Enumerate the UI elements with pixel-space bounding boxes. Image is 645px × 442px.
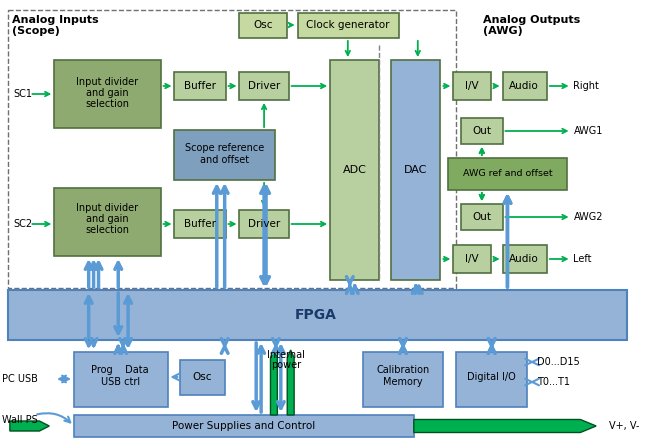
Text: T0...T1: T0...T1 bbox=[537, 377, 570, 387]
Bar bbox=[54, 60, 161, 128]
Bar bbox=[239, 13, 287, 38]
Text: Buffer: Buffer bbox=[184, 219, 216, 229]
Text: Analog Outputs: Analog Outputs bbox=[483, 15, 580, 25]
Text: Out: Out bbox=[472, 126, 491, 136]
FancyArrowPatch shape bbox=[37, 413, 70, 423]
Text: Power Supplies and Control: Power Supplies and Control bbox=[172, 421, 315, 431]
Text: SC1: SC1 bbox=[14, 89, 33, 99]
Text: Wall PS: Wall PS bbox=[2, 415, 37, 425]
Text: Calibration: Calibration bbox=[377, 365, 430, 375]
Text: Analog Inputs: Analog Inputs bbox=[12, 15, 99, 25]
Text: and gain: and gain bbox=[86, 88, 129, 98]
Text: Input divider: Input divider bbox=[76, 77, 139, 87]
Bar bbox=[330, 60, 379, 280]
Bar bbox=[456, 352, 527, 407]
Bar bbox=[453, 245, 491, 273]
Bar bbox=[174, 72, 226, 100]
Bar bbox=[391, 60, 441, 280]
Text: PC USB: PC USB bbox=[2, 374, 38, 384]
Text: Digital I/O: Digital I/O bbox=[468, 372, 516, 382]
Text: selection: selection bbox=[85, 225, 130, 235]
Text: V+, V-: V+, V- bbox=[609, 421, 639, 431]
Text: I/V: I/V bbox=[465, 254, 479, 264]
Text: FPGA: FPGA bbox=[294, 308, 336, 322]
Text: AWG2: AWG2 bbox=[573, 212, 603, 222]
Text: Prog    Data: Prog Data bbox=[92, 365, 149, 375]
Bar bbox=[174, 210, 226, 238]
Text: Driver: Driver bbox=[248, 81, 280, 91]
Text: ADC: ADC bbox=[342, 165, 366, 175]
Bar bbox=[502, 72, 547, 100]
Text: AWG ref and offset: AWG ref and offset bbox=[462, 169, 552, 179]
Text: power: power bbox=[271, 360, 301, 370]
Text: DAC: DAC bbox=[404, 165, 428, 175]
Text: Memory: Memory bbox=[383, 377, 423, 387]
FancyArrow shape bbox=[270, 350, 277, 415]
Text: selection: selection bbox=[85, 99, 130, 109]
Text: (AWG): (AWG) bbox=[483, 26, 522, 36]
Bar bbox=[239, 72, 289, 100]
FancyArrow shape bbox=[287, 350, 294, 415]
Bar bbox=[74, 352, 168, 407]
Text: USB ctrl: USB ctrl bbox=[101, 377, 140, 387]
Text: Clock generator: Clock generator bbox=[306, 20, 390, 30]
Bar bbox=[54, 188, 161, 256]
Text: and offset: and offset bbox=[200, 155, 249, 165]
Text: Audio: Audio bbox=[510, 254, 539, 264]
Text: Scope reference: Scope reference bbox=[185, 143, 264, 153]
Text: Osc: Osc bbox=[253, 20, 273, 30]
Text: Osc: Osc bbox=[192, 372, 212, 382]
Text: and gain: and gain bbox=[86, 214, 129, 224]
Text: Input divider: Input divider bbox=[76, 203, 139, 213]
Bar bbox=[448, 158, 566, 190]
Bar bbox=[74, 415, 414, 437]
Bar bbox=[502, 245, 547, 273]
Text: Out: Out bbox=[472, 212, 491, 222]
Bar bbox=[297, 13, 399, 38]
FancyArrow shape bbox=[10, 421, 49, 431]
Bar bbox=[8, 10, 456, 288]
Text: Driver: Driver bbox=[248, 219, 280, 229]
Bar bbox=[453, 72, 491, 100]
FancyArrow shape bbox=[414, 419, 596, 433]
Text: AWG1: AWG1 bbox=[573, 126, 603, 136]
Text: Buffer: Buffer bbox=[184, 81, 216, 91]
Text: SC2: SC2 bbox=[14, 219, 33, 229]
Text: (Scope): (Scope) bbox=[12, 26, 60, 36]
Text: D0...D15: D0...D15 bbox=[537, 357, 580, 367]
Bar bbox=[174, 130, 275, 180]
Bar bbox=[239, 210, 289, 238]
Text: Left: Left bbox=[573, 254, 592, 264]
Text: Audio: Audio bbox=[510, 81, 539, 91]
Text: Right: Right bbox=[573, 81, 599, 91]
Text: Internal: Internal bbox=[267, 350, 304, 360]
Bar bbox=[362, 352, 443, 407]
Bar bbox=[8, 290, 627, 340]
Bar bbox=[181, 360, 224, 395]
Bar bbox=[461, 204, 502, 230]
Text: I/V: I/V bbox=[465, 81, 479, 91]
Bar bbox=[461, 118, 502, 144]
